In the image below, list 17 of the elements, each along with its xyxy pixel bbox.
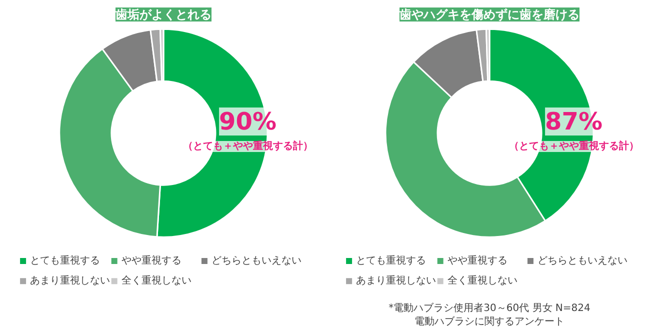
text: 87%	[545, 107, 602, 136]
text: （とても＋やや重視する計）	[508, 140, 639, 152]
legend-label: あまり重視しない	[356, 274, 436, 287]
legend-label: やや重視する	[121, 254, 182, 266]
chart-title: 歯垢がよくとれる	[114, 8, 212, 22]
legend-label: 全く重視しない	[447, 274, 518, 287]
legend-label: あまり重視しない	[30, 274, 110, 287]
chart-title: 歯やハグキを傷めずに歯を磨ける	[398, 8, 580, 22]
text: （とても＋やや重視する計）	[182, 140, 313, 152]
text: *電動ハブラシ使用者30～60代 男女 N=824 電動ハブラシに関するアンケート	[388, 302, 590, 328]
legend-label: どちらともいえない	[537, 255, 628, 266]
legend-label: 全く重視しない	[121, 274, 192, 287]
legend-label: どちらともいえない	[211, 255, 302, 266]
legend-label: やや重視する	[447, 254, 508, 266]
text: 90%	[219, 107, 276, 136]
legend-label: とても重視する	[356, 254, 426, 266]
legend-label: とても重視する	[30, 254, 100, 266]
